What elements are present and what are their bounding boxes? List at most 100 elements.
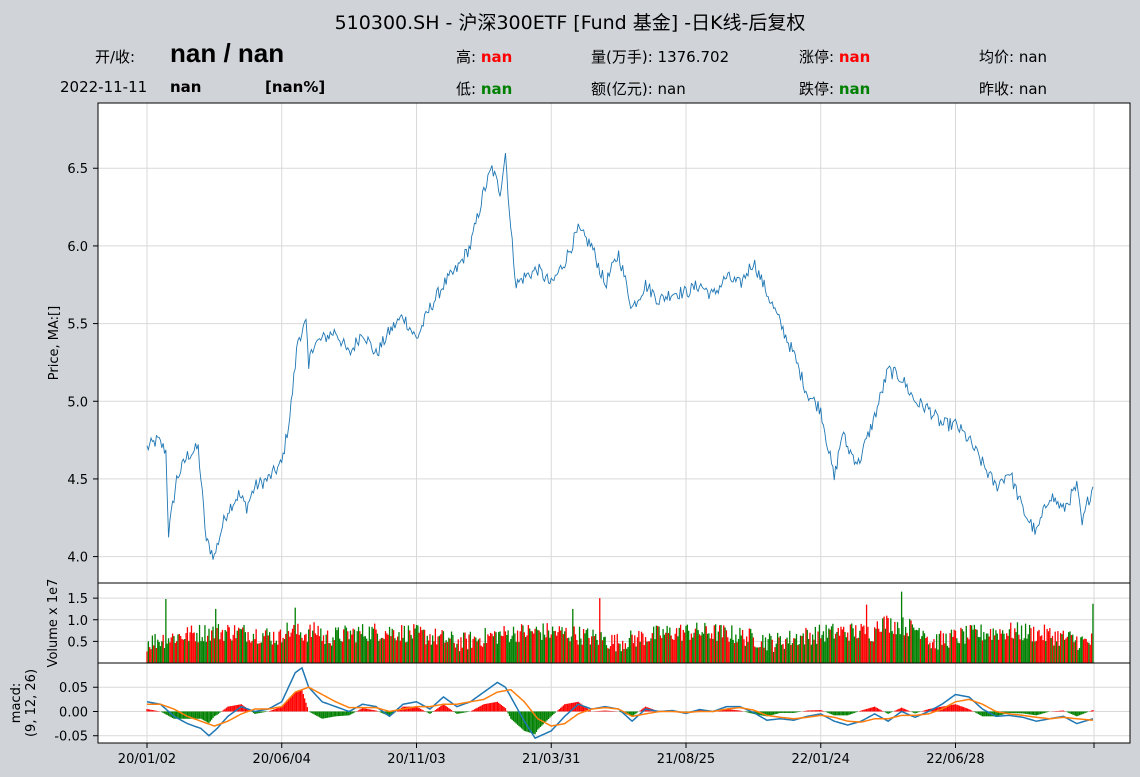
volume-bar [696,622,698,663]
volume-bar [279,629,282,663]
volume-bar [989,629,992,663]
volume-bar [507,630,509,663]
volume-bar [337,627,339,663]
macd-hist-bar [844,711,846,716]
volume-bar [992,628,994,663]
macd-hist-bar [178,711,180,719]
volume-bar [372,628,375,663]
volume-bar [242,627,244,663]
macd-hist-bar [419,708,422,712]
volume-bar [370,639,372,663]
macd-hist-bar [499,703,501,712]
volume-bar [506,634,508,663]
volume-bar [484,628,486,663]
macd-hist-bar [1078,711,1081,716]
volume-bar [661,638,663,663]
macd-hist-bar [299,690,302,712]
macd-hist-bar [418,708,420,712]
macd-hist-bar [1010,711,1012,713]
macd-hist-bar [868,708,870,712]
volume-bar [312,630,314,663]
volume-bar [492,636,494,663]
low-value: nan [480,80,513,98]
macd-hist-bar [227,706,229,712]
volume-bar [941,644,943,663]
volume-bar [987,633,989,663]
volume-bar [402,637,404,663]
volume-bar [671,639,674,663]
macd-hist-bar [825,711,827,713]
macd-hist-bar [902,708,904,712]
volume-bar [975,629,977,663]
volume-bar [1063,639,1066,663]
macd-hist-bar [906,709,908,712]
volume-bar [237,627,240,663]
volume-bar [809,632,811,663]
volume-bar [797,645,799,663]
volume-bar [607,648,609,663]
macd-hist-bar [295,691,298,712]
macd-hist-bar [1034,711,1036,716]
volume-bar [747,641,749,663]
macd-hist-bar [437,708,439,712]
volume-bar [304,634,306,663]
macd-hist-bar [958,705,961,712]
volume-bar [321,640,323,663]
macd-hist-bar [934,707,936,712]
macd-hist-bar [987,711,989,717]
volume-bar [864,634,866,663]
volume-bar [654,639,656,663]
volume-bar [581,644,583,663]
macd-hist-bar [290,696,292,712]
volume-bar [884,628,887,663]
macd-hist-bar [785,711,787,713]
volume-bar [698,634,701,663]
volume-bar [720,624,722,663]
macd-hist-bar [498,702,500,712]
volume-bar [360,634,362,663]
volume-bar [714,624,717,663]
macd-hist-bar [298,690,300,712]
macd-hist-bar [745,711,748,713]
macd-hist-bar [700,709,702,712]
macd-hist-bar [927,709,930,712]
volume-bar [752,637,755,663]
volume-bar [612,643,614,663]
macd-hist-bar [880,710,883,712]
macd-hist-bar [444,705,446,712]
macd-hist-bar [577,701,579,712]
volume-bar [318,636,321,663]
volume-bar [339,638,341,663]
macd-hist-bar [304,698,306,712]
volume-bar [960,627,962,663]
volume-bar [782,643,784,663]
volume-bar [616,634,618,663]
macd-hist-bar [832,711,834,715]
volume-bar [786,637,788,663]
macd-hist-bar [845,711,848,716]
volume-bar [589,644,591,663]
volume-bar [899,634,901,663]
macd-hist-bar [890,711,892,713]
macd-y-tick-label: -0.05 [54,730,88,745]
x-tick-label: 22/06/28 [926,752,984,767]
macd-hist-bar [852,711,854,714]
macd-hist-bar [895,710,897,712]
macd-hist-bar [375,710,377,712]
volume-bar [244,632,247,663]
volume-bar [1024,623,1027,663]
macd-hist-bar [833,711,835,716]
volume-bar [997,639,1000,663]
volume-bar [186,627,189,663]
macd-hist-bar [627,711,629,715]
volume-bar [308,629,310,663]
volume-bar [1039,636,1042,663]
volume-bar [355,642,357,663]
volume-bar [314,633,317,663]
macd-hist-bar [483,704,485,712]
volume-bar [821,634,823,663]
volume-bar [952,636,954,663]
volume-bar [572,608,574,663]
volume-bar [825,624,827,663]
volume-bar [965,625,967,663]
